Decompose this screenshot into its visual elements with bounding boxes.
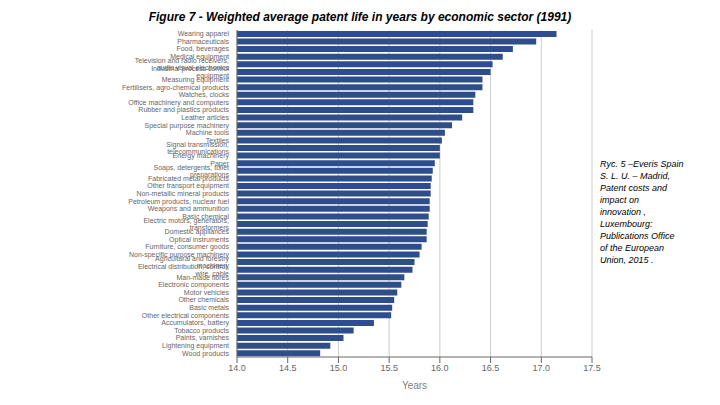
svg-text:Paints, varnishes: Paints, varnishes xyxy=(176,334,230,341)
svg-text:16.5: 16.5 xyxy=(482,363,500,373)
svg-text:Motor vehicles: Motor vehicles xyxy=(184,289,230,296)
svg-text:14.0: 14.0 xyxy=(228,363,246,373)
svg-text:Man-made fibres: Man-made fibres xyxy=(176,274,229,281)
svg-text:Wood products: Wood products xyxy=(182,350,229,358)
svg-text:15.5: 15.5 xyxy=(380,363,398,373)
svg-text:Watches, clocks: Watches, clocks xyxy=(179,91,230,98)
svg-text:Pharmaceuticals: Pharmaceuticals xyxy=(177,38,229,45)
svg-text:Other chemicals: Other chemicals xyxy=(178,296,229,303)
svg-text:Basic metals: Basic metals xyxy=(189,304,229,311)
svg-text:17.5: 17.5 xyxy=(583,363,601,373)
svg-text:14.5: 14.5 xyxy=(279,363,297,373)
svg-text:16.0: 16.0 xyxy=(431,363,449,373)
svg-text:Leather articles: Leather articles xyxy=(181,114,229,121)
svg-text:Years: Years xyxy=(402,380,427,391)
svg-text:Machine tools: Machine tools xyxy=(186,129,230,136)
svg-text:15.0: 15.0 xyxy=(330,363,348,373)
svg-text:17.0: 17.0 xyxy=(533,363,551,373)
